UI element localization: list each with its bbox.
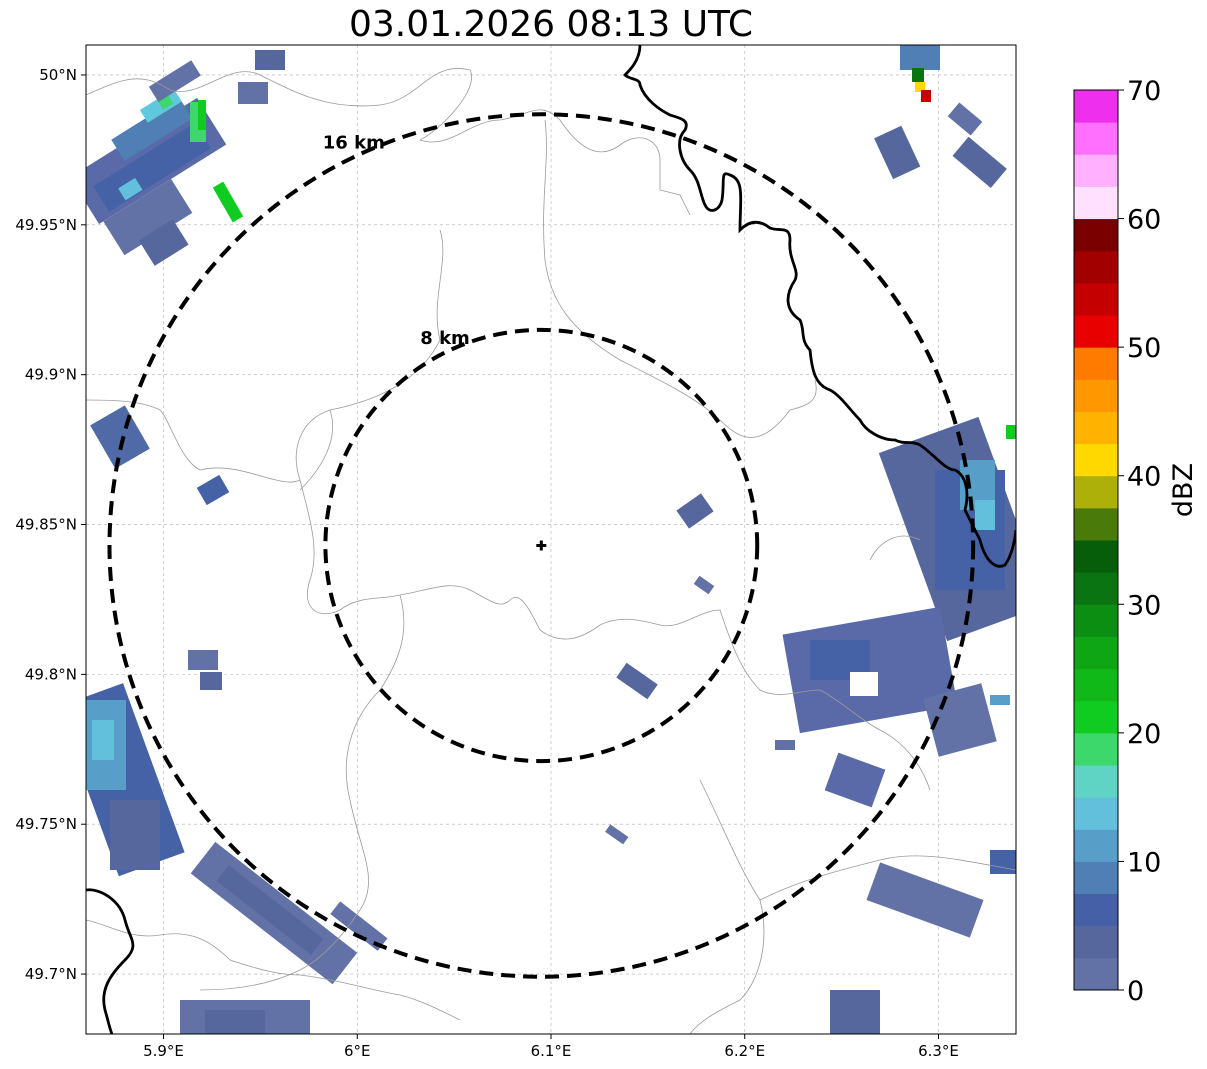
colorbar-tick-label: 0 xyxy=(1127,976,1144,1007)
colorbar-tick-label: 30 xyxy=(1127,590,1161,621)
colorbar-tick-label: 70 xyxy=(1127,76,1161,107)
radar-echoes xyxy=(86,45,1016,1034)
lat-tick-label: 49.8°N xyxy=(25,665,77,683)
echo-cluster-east xyxy=(775,416,1016,1034)
range-ring-label: 16 km xyxy=(323,133,385,154)
range-ring xyxy=(107,112,976,979)
colorbar-segment xyxy=(1074,218,1118,252)
colorbar-tick-label: 10 xyxy=(1127,847,1161,878)
lat-tick-label: 49.9°N xyxy=(25,366,77,384)
colorbar-segment xyxy=(1074,572,1118,605)
echo-cluster-west xyxy=(86,405,230,877)
dbz-colorbar: 0 10 20 30 40 50 60 70 dBZ xyxy=(1073,76,1199,1007)
national-borders xyxy=(86,45,1016,1034)
colorbar-segment xyxy=(1074,604,1118,637)
colorbar-segment xyxy=(1074,90,1118,123)
colorbar-segment xyxy=(1074,925,1118,959)
range-rings: 8 km 16 km xyxy=(107,112,976,979)
radar-center-marker xyxy=(536,540,547,551)
colorbar-segment xyxy=(1074,700,1118,734)
range-ring xyxy=(323,327,760,764)
lat-tick-label: 50°N xyxy=(39,66,77,84)
colorbar-segment xyxy=(1074,475,1118,509)
colorbar-segment xyxy=(1074,765,1118,798)
colorbar-segment xyxy=(1074,540,1118,573)
map-axes: 5.9°E 6°E 6.1°E 6.2°E 6.3°E 50°N 49.95°N 49.9°N… xyxy=(15,66,959,1060)
colorbar-segment xyxy=(1074,347,1118,380)
colorbar-tick-label: 20 xyxy=(1127,719,1161,750)
colorbar-tick-label: 40 xyxy=(1127,462,1161,493)
echo-band-southwest xyxy=(190,841,388,985)
colorbar-segment xyxy=(1074,154,1118,187)
lon-tick-label: 6°E xyxy=(344,1042,371,1060)
lat-tick-label: 49.75°N xyxy=(15,815,77,833)
colorbar-segment xyxy=(1074,282,1118,316)
colorbar-segment xyxy=(1074,411,1118,445)
range-ring-label: 8 km xyxy=(420,328,470,349)
colorbar-segment xyxy=(1074,668,1118,702)
colorbar-segment xyxy=(1074,636,1118,670)
colorbar-segment xyxy=(1074,315,1118,348)
colorbar-segment xyxy=(1074,379,1118,412)
lat-tick-label: 49.7°N xyxy=(25,965,77,983)
colorbar-segment xyxy=(1074,861,1118,895)
colorbar-tick-label: 60 xyxy=(1127,205,1161,236)
lon-tick-label: 6.2°E xyxy=(724,1042,765,1060)
echo-cluster-northwest xyxy=(86,60,227,266)
map-gridlines xyxy=(86,45,1016,1034)
lon-tick-label: 6.1°E xyxy=(531,1042,572,1060)
lat-tick-label: 49.85°N xyxy=(15,516,77,534)
colorbar-tick-label: 50 xyxy=(1127,333,1161,364)
colorbar-segment xyxy=(1074,122,1118,155)
colorbar-segment xyxy=(1074,507,1118,541)
colorbar-segment xyxy=(1074,250,1118,284)
lat-tick-label: 49.95°N xyxy=(15,216,77,234)
echo-cluster-northeast xyxy=(874,45,1007,189)
colorbar-segment xyxy=(1074,443,1118,477)
colorbar-label: dBZ xyxy=(1168,463,1199,517)
map-title: 03.01.2026 08:13 UTC xyxy=(348,4,754,45)
colorbar-segment xyxy=(1074,797,1118,830)
colorbar-segment xyxy=(1074,893,1118,927)
colorbar-segment xyxy=(1074,957,1118,991)
lon-tick-label: 5.9°E xyxy=(143,1042,184,1060)
colorbar-segment xyxy=(1074,732,1118,766)
radar-plot-area: 8 km 16 km xyxy=(86,45,1016,1034)
colorbar-frame xyxy=(1073,89,1119,991)
lon-tick-label: 6.3°E xyxy=(918,1042,959,1060)
colorbar-segment xyxy=(1074,829,1118,862)
admin-boundaries xyxy=(86,68,1016,1034)
colorbar-segment xyxy=(1074,186,1118,220)
